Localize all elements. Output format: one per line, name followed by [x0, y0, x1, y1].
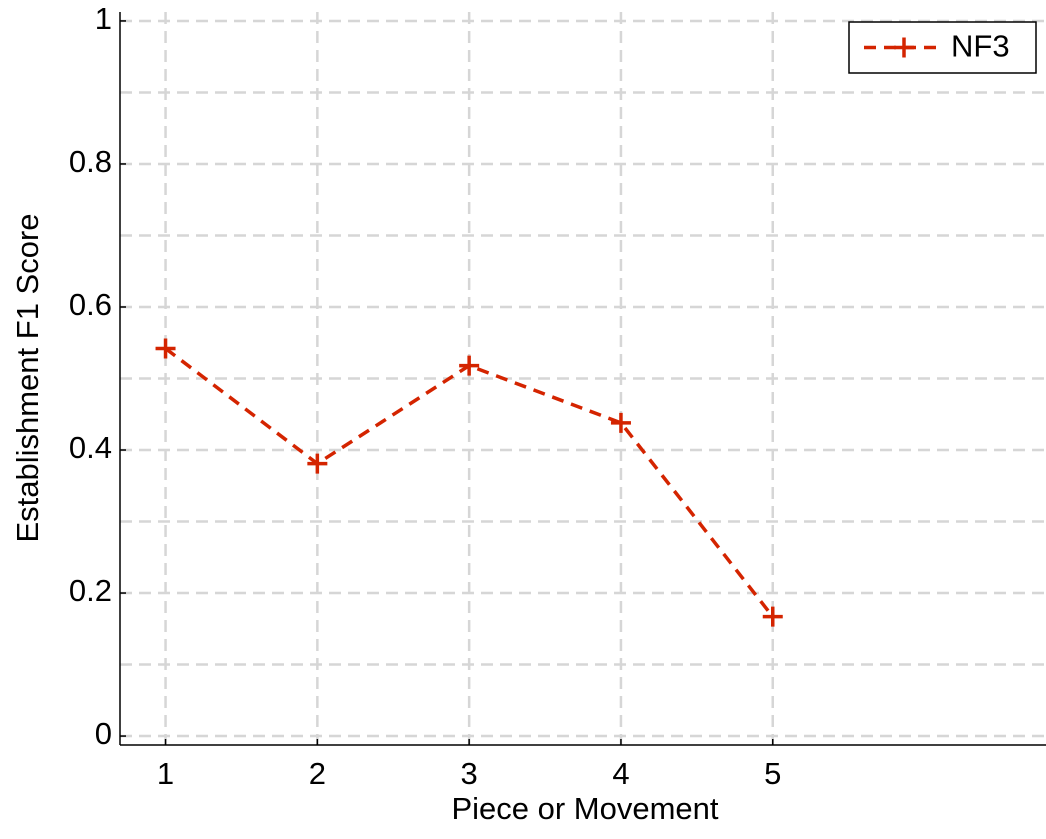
marker	[610, 412, 631, 433]
legend-box	[848, 21, 1037, 74]
legend-label: NF3	[951, 29, 1010, 64]
y-tick-label: 1	[95, 1, 112, 36]
legend: NF3	[848, 21, 1037, 74]
y-tick-label: 0.2	[69, 573, 112, 608]
y-tick-label: 0.8	[69, 144, 112, 179]
data-line	[164, 347, 775, 618]
y-tick-label: 0.6	[69, 287, 112, 322]
x-tick-label: 5	[764, 756, 781, 791]
x-tick-label: 3	[461, 756, 478, 791]
x-tick-label: 2	[309, 756, 326, 791]
marker	[155, 338, 176, 359]
x-axis-title: Piece or Movement	[451, 791, 718, 826]
y-tick-label: 0.4	[69, 430, 112, 465]
x-tick-label: 1	[157, 756, 174, 791]
marker	[459, 355, 480, 376]
marker	[307, 453, 328, 474]
legend-marker	[894, 37, 914, 58]
marker	[762, 606, 783, 627]
x-tick-label: 4	[612, 756, 629, 791]
y-axis-title: Establishment F1 Score	[10, 213, 45, 542]
y-tick-label: 0	[95, 716, 112, 751]
